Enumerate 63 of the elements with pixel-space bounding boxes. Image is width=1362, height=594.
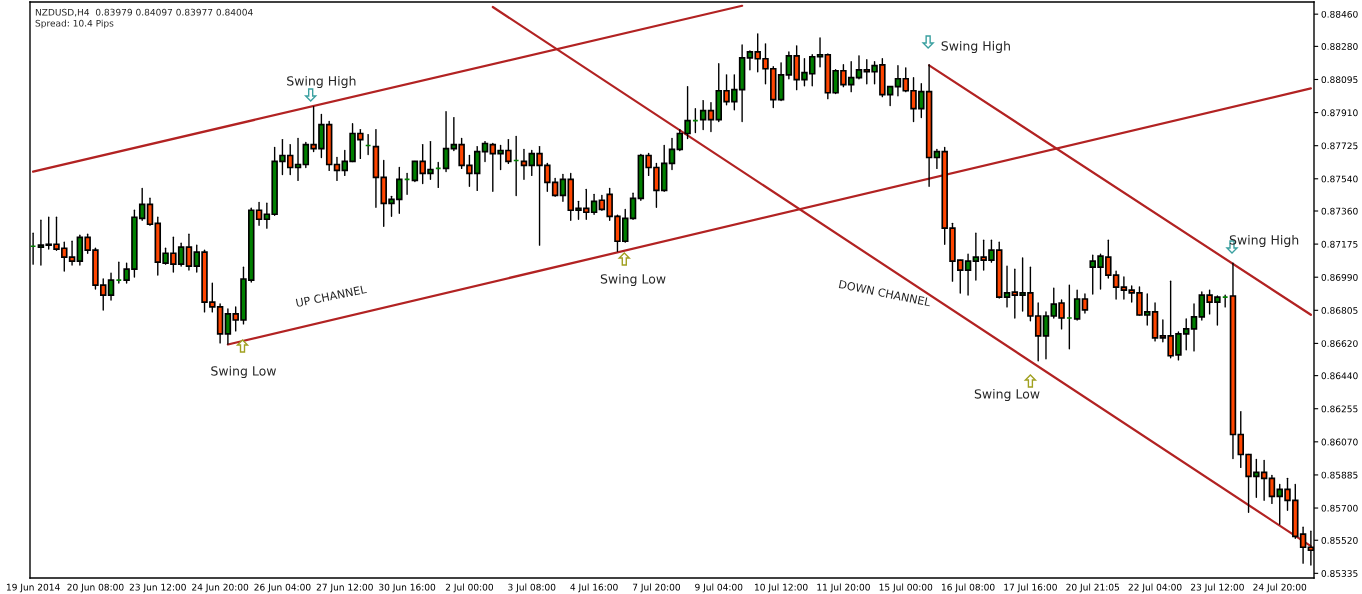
- x-tick-label: 20 Jul 21:05: [1066, 583, 1120, 593]
- y-tick-label: 0.85700: [1321, 504, 1358, 512]
- annotation: Swing Low: [211, 365, 276, 379]
- y-tick-label: 0.85885: [1321, 471, 1358, 479]
- candlestick: [1081, 293, 1089, 314]
- candlestick: [1042, 311, 1050, 360]
- x-tick-label: 23 Jun 12:00: [129, 583, 186, 593]
- y-tick-label: 0.86440: [1321, 372, 1358, 380]
- candlestick: [1073, 289, 1081, 321]
- y-tick-label: 0.86070: [1321, 438, 1358, 446]
- x-tick-label: 26 Jun 04:00: [254, 583, 311, 593]
- x-tick-label: 23 Jul 12:00: [1190, 583, 1244, 593]
- x-tick-label: 24 Jul 20:00: [1253, 583, 1307, 593]
- x-tick-label: 27 Jun 12:00: [316, 583, 373, 593]
- x-tick-label: 24 Jun 20:00: [192, 583, 249, 593]
- x-tick-label: 7 Jul 20:00: [632, 583, 681, 593]
- x-tick-label: 20 Jun 08:00: [67, 583, 124, 593]
- y-tick-label: 0.86620: [1321, 340, 1358, 347]
- candlestick: [442, 110, 450, 173]
- annotation: Swing High: [1229, 234, 1299, 248]
- x-tick-label: 30 Jun 16:00: [379, 583, 436, 593]
- annotation: Swing High: [941, 40, 1010, 54]
- x-tick-label: 4 Jul 16:00: [570, 583, 618, 593]
- candlestick: [146, 197, 154, 227]
- y-tick-label: 0.88460: [1321, 10, 1358, 18]
- y-tick-label: 0.86990: [1321, 273, 1358, 281]
- y-tick-label: 0.87910: [1321, 109, 1358, 117]
- candlestick: [1190, 303, 1198, 352]
- annotation: UP CHANNEL: [295, 284, 367, 308]
- candlestick: [481, 140, 489, 163]
- candlestick: [816, 37, 824, 68]
- y-tick-label: 0.87725: [1321, 142, 1358, 150]
- candlestick: [1003, 265, 1011, 308]
- y-tick-label: 0.88095: [1321, 76, 1358, 84]
- annotation: Spread: 10.4 Pips: [35, 19, 114, 29]
- x-tick-label: 15 Jul 00:00: [879, 583, 933, 593]
- candlestick: [668, 137, 676, 171]
- x-tick-label: 2 Jul 00:00: [445, 583, 494, 593]
- x-tick-label: 19 Jun 2014: [6, 583, 60, 593]
- y-tick-label: 0.87175: [1321, 240, 1358, 248]
- candlestick: [333, 156, 341, 182]
- y-tick-label: 0.85520: [1321, 536, 1358, 544]
- annotation: Swing High: [287, 75, 356, 89]
- candlestick: [699, 99, 707, 131]
- x-tick-label: 3 Jul 08:00: [508, 583, 556, 593]
- annotation: NZDUSD,H4 0.83979 0.84097 0.83977 0.84004: [35, 8, 253, 17]
- y-tick-label: 0.88280: [1321, 43, 1358, 50]
- y-tick-label: 0.85335: [1321, 570, 1358, 577]
- annotation: DOWN CHANNEL: [838, 279, 932, 307]
- annotation: Swing Low: [974, 388, 1040, 402]
- y-tick-label: 0.86805: [1321, 307, 1358, 314]
- candlestick: [107, 272, 115, 301]
- x-tick-label: 16 Jul 08:00: [941, 583, 995, 593]
- y-tick-label: 0.86255: [1321, 405, 1358, 413]
- x-tick-label: 22 Jul 04:00: [1128, 583, 1182, 593]
- annotation: Swing Low: [600, 273, 666, 287]
- y-tick-label: 0.87540: [1321, 175, 1358, 183]
- candlestick: [855, 55, 863, 80]
- x-tick-label: 17 Jul 16:00: [1004, 583, 1057, 593]
- x-tick-label: 9 Jul 04:00: [695, 583, 743, 593]
- x-tick-label: 11 Jul 20:00: [817, 583, 870, 593]
- x-tick-label: 10 Jul 12:00: [755, 583, 808, 593]
- y-tick-label: 0.87360: [1321, 207, 1358, 215]
